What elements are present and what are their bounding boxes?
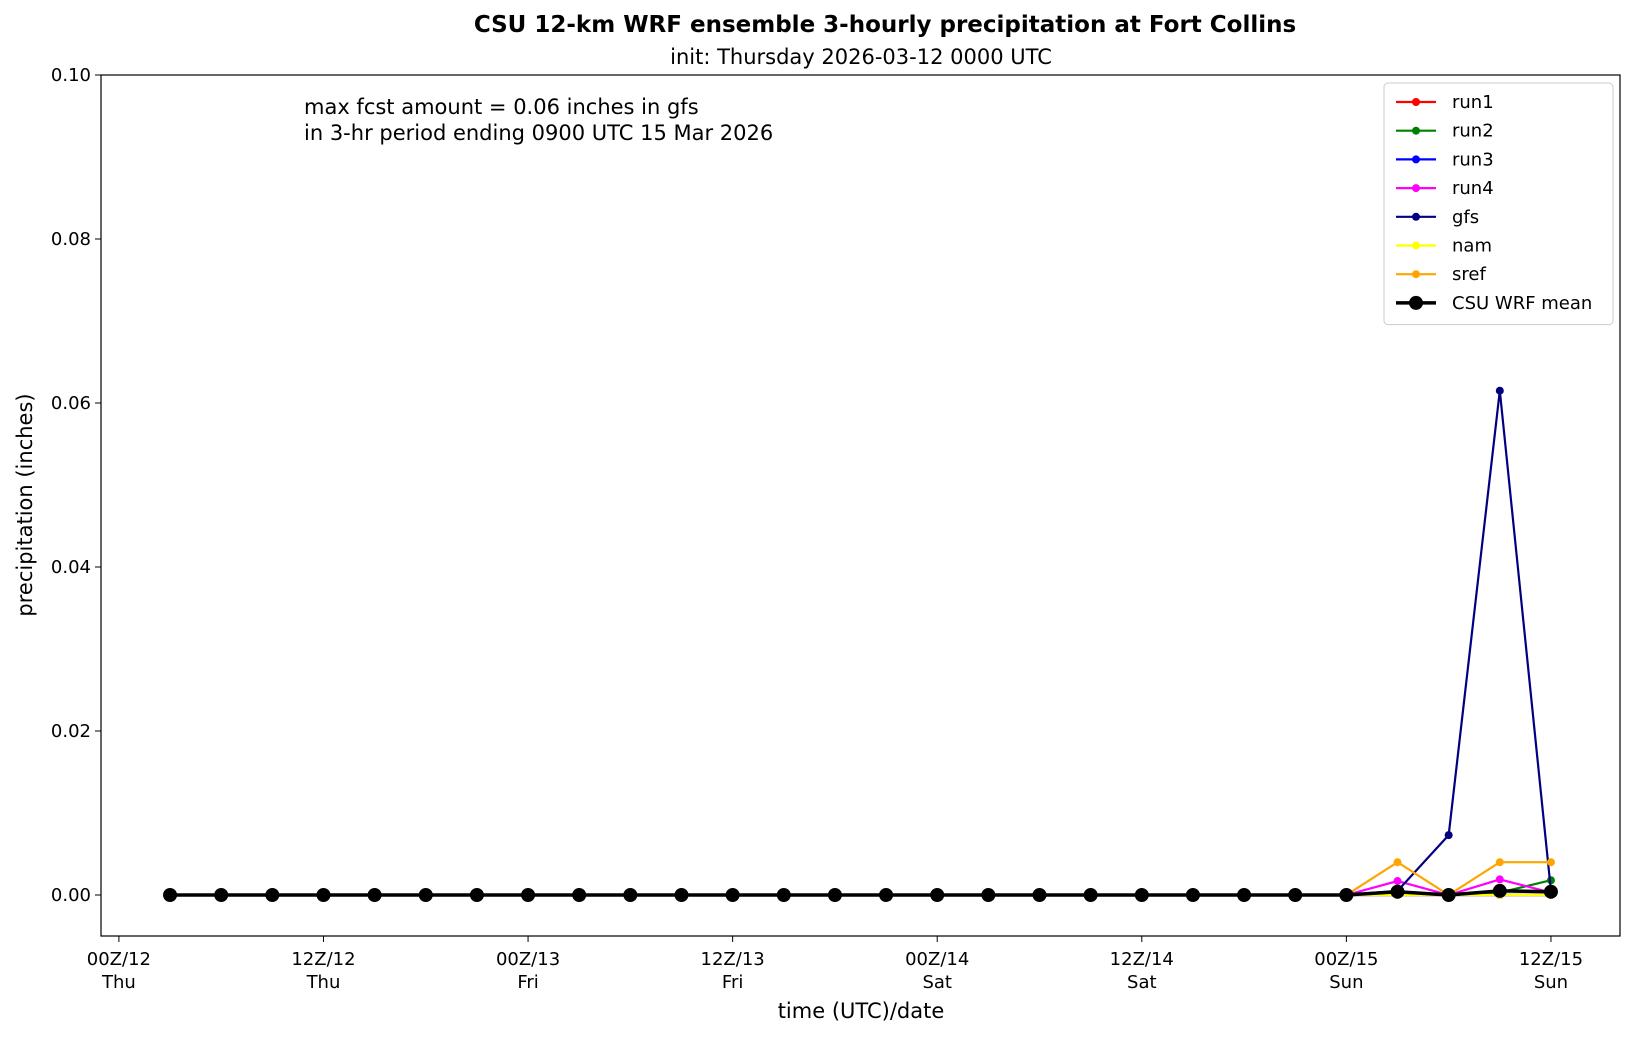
x-tick-label: 00Z/13	[496, 949, 560, 970]
data-point	[1083, 888, 1098, 902]
data-point	[418, 888, 433, 902]
x-tick-day: Fri	[517, 972, 538, 993]
data-point	[981, 888, 996, 902]
data-point	[674, 888, 689, 902]
legend-marker	[1412, 270, 1420, 279]
data-point	[1441, 888, 1456, 902]
data-point	[1237, 888, 1252, 902]
x-tick-label: 12Z/14	[1110, 949, 1174, 970]
data-point	[1543, 884, 1558, 899]
legend-label: run2	[1452, 121, 1494, 142]
data-point	[623, 888, 638, 902]
y-tick-label: 0.02	[51, 721, 91, 742]
legend-marker	[1412, 155, 1420, 164]
legend-label: run3	[1452, 149, 1494, 170]
data-point	[1495, 858, 1504, 867]
chart-title: CSU 12-km WRF ensemble 3-hourly precipit…	[474, 12, 1296, 38]
data-point	[572, 888, 587, 902]
legend-box	[1383, 82, 1614, 326]
legend-marker	[1412, 126, 1420, 135]
x-tick-label: 12Z/12	[291, 949, 355, 970]
data-point	[1185, 888, 1200, 902]
data-point	[827, 888, 842, 902]
data-point	[1546, 858, 1555, 867]
x-tick-day: Fri	[722, 972, 743, 993]
legend-label: nam	[1452, 236, 1492, 257]
x-tick-day: Sun	[1534, 972, 1568, 993]
x-tick-label: 00Z/12	[87, 949, 151, 970]
legend-marker	[1412, 98, 1420, 106]
y-tick-label: 0.08	[51, 229, 91, 250]
y-tick-label: 0.10	[51, 65, 91, 86]
data-point	[1495, 386, 1504, 395]
legend-marker	[1412, 241, 1420, 250]
y-tick-label: 0.00	[51, 885, 91, 906]
data-point	[469, 888, 484, 902]
y-tick-label: 0.06	[51, 393, 91, 414]
data-point	[1492, 883, 1507, 898]
legend-label: gfs	[1452, 207, 1479, 228]
data-point	[1495, 875, 1504, 884]
legend-label: run4	[1452, 178, 1494, 199]
data-point	[1390, 884, 1405, 899]
legend-label: run1	[1452, 92, 1494, 113]
x-tick-day: Thu	[101, 972, 136, 993]
x-tick-label: 00Z/14	[905, 949, 969, 970]
plot-frame	[100, 74, 1621, 937]
x-tick-label: 00Z/15	[1314, 949, 1378, 970]
y-axis-label: precipitation (inches)	[13, 393, 37, 616]
series-line	[170, 889, 1551, 897]
data-point	[316, 888, 331, 902]
data-point	[1339, 888, 1354, 902]
legend-label: sref	[1452, 264, 1486, 285]
x-tick-day: Sun	[1329, 972, 1363, 993]
data-point	[1288, 888, 1303, 902]
data-point	[1444, 831, 1453, 840]
x-tick-day: Sat	[1127, 972, 1157, 993]
data-point	[1032, 888, 1047, 902]
data-point	[725, 888, 740, 902]
data-point	[265, 888, 280, 902]
legend-marker	[1409, 295, 1423, 310]
data-point	[521, 888, 536, 902]
legend-marker	[1412, 184, 1420, 193]
x-tick-day: Thu	[306, 972, 341, 993]
data-point	[1393, 858, 1402, 867]
legend-marker	[1412, 212, 1420, 221]
legend-label: CSU WRF mean	[1452, 293, 1592, 314]
data-point	[1134, 888, 1149, 902]
data-point	[163, 888, 178, 902]
chart-subtitle: init: Thursday 2026-03-12 0000 UTC	[670, 45, 1052, 69]
data-point	[930, 888, 945, 902]
y-tick-label: 0.04	[51, 557, 91, 578]
data-point	[367, 888, 382, 902]
data-point	[214, 888, 229, 902]
data-point	[879, 888, 894, 902]
data-point	[776, 888, 791, 902]
annotation: in 3-hr period ending 0900 UTC 15 Mar 20…	[304, 121, 773, 145]
x-axis-label: time (UTC)/date	[778, 999, 945, 1023]
data-point	[1393, 877, 1402, 886]
x-tick-label: 12Z/13	[701, 949, 765, 970]
x-tick-label: 12Z/15	[1519, 949, 1583, 970]
series-line	[170, 390, 1553, 897]
annotation: max fcst amount = 0.06 inches in gfs	[304, 95, 699, 119]
x-tick-day: Sat	[922, 972, 952, 993]
